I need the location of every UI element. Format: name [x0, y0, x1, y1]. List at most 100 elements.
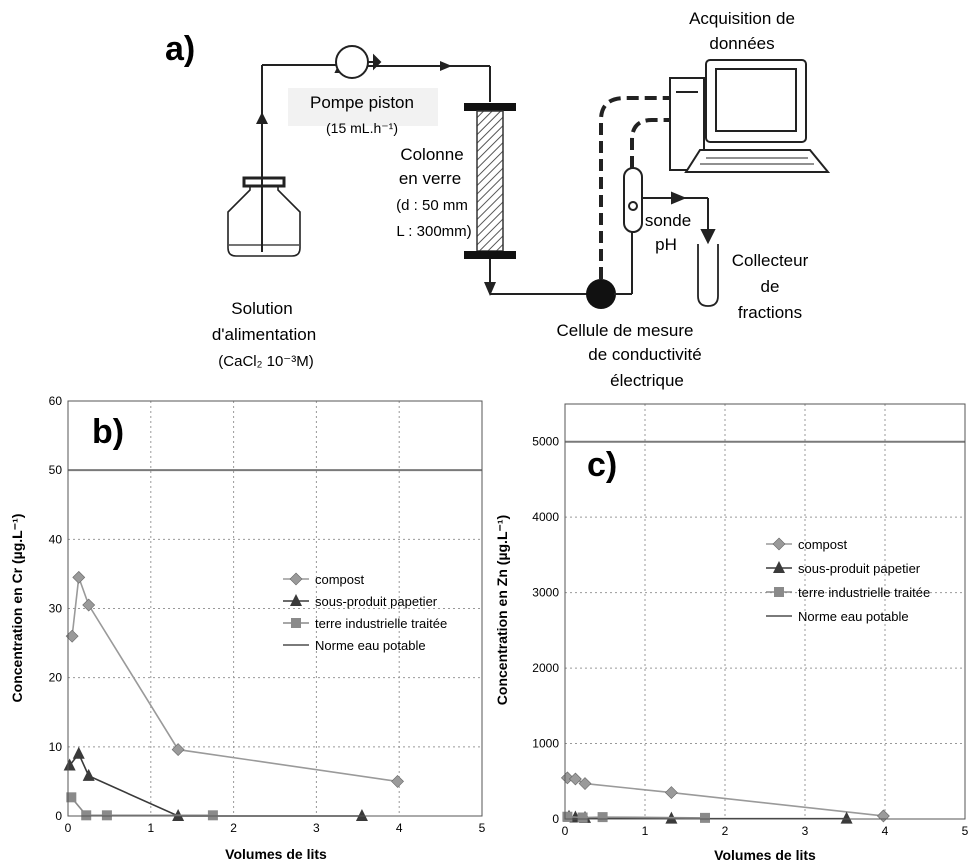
- flow-arrow-icon: [484, 282, 496, 296]
- series-line-3: [70, 796, 213, 817]
- column-length: L : 300mm): [396, 223, 471, 240]
- y-tick-label: 10: [49, 740, 63, 754]
- data-point: [597, 812, 608, 823]
- feed-bottle: [227, 176, 301, 257]
- x-tick-label: 5: [479, 821, 486, 835]
- data-point: [568, 772, 582, 786]
- data-point: [82, 768, 95, 781]
- chart-b-x-axis-label: Volumes de lits: [225, 846, 327, 862]
- solution-label-3: (CaCl₂ 10⁻³M): [218, 353, 313, 370]
- chart-c-y-axis-label: Concentration en Zn (µg.L⁻¹): [494, 515, 510, 705]
- cell-label-2: de conductivité: [588, 345, 701, 364]
- acquisition-label-2: données: [709, 34, 774, 53]
- data-point: [876, 809, 890, 823]
- column-to-cell-tube: [484, 259, 588, 296]
- panel-c-label: c): [587, 446, 617, 484]
- chart-c-x-axis-label: Volumes de lits: [714, 847, 816, 862]
- collector-label-1: Collecteur: [732, 251, 809, 270]
- y-tick-label: 1000: [532, 737, 559, 751]
- panel-b-label: b): [92, 413, 124, 451]
- chart-zn-concentration: 0 1 2 3 4 5 0 1000 2000 3000 4000 5000 c) Volumes d…: [494, 403, 969, 862]
- legend-entry: compost: [315, 572, 365, 587]
- data-point: [664, 786, 678, 800]
- data-point: [72, 570, 86, 584]
- data-point: [207, 810, 218, 821]
- x-tick-label: 1: [147, 821, 154, 835]
- y-tick-label: 0: [55, 809, 62, 823]
- x-tick-label: 0: [65, 821, 72, 835]
- data-point: [81, 810, 92, 821]
- chart-b-series: [63, 570, 404, 821]
- legend-entry: terre industrielle traitée: [798, 585, 930, 600]
- y-tick-label: 2000: [532, 661, 559, 675]
- solution-label-2: d'alimentation: [212, 325, 316, 344]
- flow-arrow-icon: [256, 112, 268, 124]
- x-tick-label: 0: [562, 824, 569, 838]
- legend-entry: Norme eau potable: [798, 609, 909, 624]
- collector-tube-icon: [697, 244, 719, 307]
- data-point: [391, 774, 404, 788]
- legend-swatch-marker: [289, 572, 303, 586]
- data-point: [72, 746, 85, 759]
- probe-label: sonde: [645, 211, 691, 230]
- solution-label-1: Solution: [231, 299, 292, 318]
- chart-b-y-axis-label: Concentration en Cr (µg.L⁻¹): [9, 514, 25, 703]
- legend-swatch-marker: [774, 587, 784, 597]
- collector-label-3: fractions: [738, 303, 802, 322]
- legend-swatch-marker: [290, 594, 302, 606]
- legend-entry: sous-produit papetier: [315, 594, 438, 609]
- data-point: [63, 758, 76, 771]
- data-point: [578, 777, 592, 790]
- data-point: [577, 812, 588, 823]
- series-line-3: [567, 815, 706, 819]
- y-tick-label: 3000: [532, 586, 559, 600]
- x-tick-label: 4: [882, 824, 889, 838]
- pump-flowrate: (15 mL.h⁻¹): [326, 120, 398, 136]
- data-point: [562, 811, 573, 822]
- probe-unit: pH: [655, 235, 677, 254]
- y-tick-label: 5000: [532, 435, 559, 449]
- y-tick-label: 20: [49, 671, 63, 685]
- data-point: [560, 771, 574, 785]
- legend-entry: Norme eau potable: [315, 638, 426, 653]
- legend-swatch-marker: [773, 561, 785, 573]
- pump-to-column-tube: [368, 61, 491, 102]
- chart-c-ticks: 0 1 2 3 4 5 0 1000 2000 3000 4000 5000: [532, 435, 968, 838]
- chart-b-legend: compost sous-produit papetier terre indust…: [283, 572, 447, 653]
- chart-b-plot-area: [67, 400, 483, 817]
- x-tick-label: 4: [396, 821, 403, 835]
- x-tick-label: 3: [802, 824, 809, 838]
- y-tick-label: 60: [49, 394, 63, 408]
- y-tick-label: 40: [49, 532, 63, 546]
- piston-pump-icon: [334, 45, 382, 79]
- cell-label-3: électrique: [610, 371, 684, 390]
- x-tick-label: 2: [230, 821, 237, 835]
- column-label: Colonne: [400, 145, 463, 164]
- acquisition-label-1: Acquisition de: [689, 9, 795, 28]
- computer-icon: [669, 59, 831, 173]
- pump-label-box: [288, 88, 438, 126]
- data-cables: [599, 96, 680, 279]
- x-tick-label: 1: [642, 824, 649, 838]
- pump-label: Pompe piston: [310, 93, 414, 112]
- panel-a-label: a): [165, 30, 195, 68]
- data-point: [355, 809, 368, 821]
- legend-entry: sous-produit papetier: [798, 561, 921, 576]
- y-tick-label: 50: [49, 463, 63, 477]
- x-tick-label: 5: [962, 824, 969, 838]
- series-line-2: [69, 752, 362, 817]
- glass-column: [464, 103, 516, 259]
- data-point: [101, 810, 112, 821]
- conductivity-cell-icon: [586, 279, 616, 309]
- x-tick-label: 3: [313, 821, 320, 835]
- feed-tube: [256, 64, 338, 252]
- chart-c-plot-area: [564, 403, 966, 820]
- collector-label-2: de: [761, 277, 780, 296]
- flow-arrow-icon: [440, 61, 452, 71]
- chart-c-legend: compost sous-produit papetier terre indust…: [766, 537, 930, 624]
- y-tick-label: 0: [552, 812, 559, 826]
- legend-entry: terre industrielle traitée: [315, 616, 447, 631]
